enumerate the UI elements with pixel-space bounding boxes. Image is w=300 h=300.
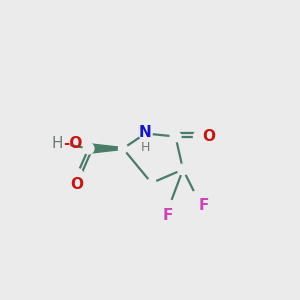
Text: H: H (52, 136, 63, 152)
Text: H: H (141, 141, 150, 154)
Text: O: O (202, 129, 215, 144)
Text: F: F (199, 198, 209, 213)
Text: -O: -O (63, 136, 83, 152)
Circle shape (118, 144, 127, 153)
Circle shape (72, 169, 83, 179)
Circle shape (147, 178, 156, 188)
Text: N: N (139, 125, 152, 140)
Circle shape (83, 143, 94, 154)
Circle shape (139, 127, 152, 140)
Circle shape (164, 200, 175, 211)
Circle shape (178, 164, 188, 175)
Circle shape (191, 191, 202, 202)
Text: F: F (163, 208, 173, 223)
Text: O: O (70, 177, 83, 192)
Circle shape (194, 130, 206, 142)
Circle shape (59, 139, 70, 149)
Polygon shape (88, 144, 123, 153)
Circle shape (170, 131, 181, 142)
